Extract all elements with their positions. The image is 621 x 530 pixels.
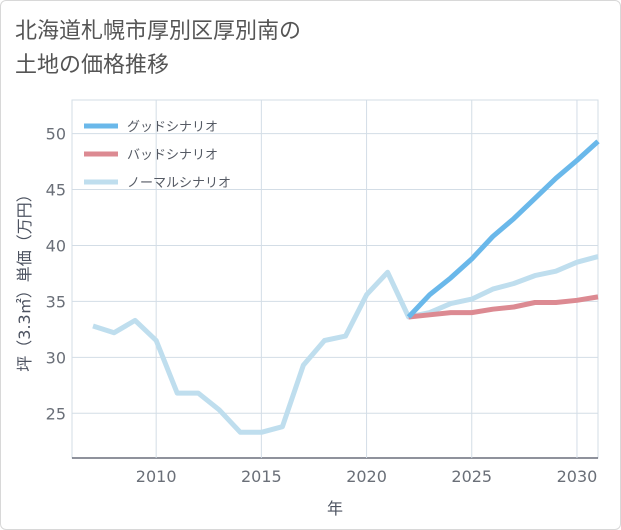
- series-line-good: [406, 139, 600, 319]
- legend-label-good: グッドシナリオ: [127, 120, 218, 135]
- x-axis-label: 年: [327, 499, 343, 518]
- y-tick-label: 25: [46, 404, 66, 423]
- series-line-normal: [92, 254, 599, 435]
- y-axis-label: 坪（3.3㎡）単価（万円）: [15, 186, 34, 371]
- chart-title: 北海道札幌市厚別区厚別南の 土地の価格推移: [15, 15, 301, 83]
- tick-labels: 2010 2015 2020 2025 2030 25 30 35 40 45 50: [46, 125, 598, 486]
- x-tick-label: 2025: [451, 467, 492, 486]
- y-tick-label: 40: [46, 236, 66, 255]
- x-tick-label: 2010: [136, 467, 177, 486]
- y-tick-label: 30: [46, 348, 66, 367]
- y-tick-label: 50: [46, 125, 66, 144]
- y-tick-label: 45: [46, 181, 66, 200]
- grid: [71, 99, 599, 459]
- x-tick-label: 2020: [346, 467, 387, 486]
- legend-label-bad: バッドシナリオ: [127, 148, 218, 163]
- series-line-bad: [408, 294, 599, 320]
- x-tick-label: 2015: [241, 467, 282, 486]
- x-tick-label: 2030: [557, 467, 598, 486]
- series-lines: [92, 139, 600, 435]
- chart-title-line-1: 北海道札幌市厚別区厚別南の: [15, 19, 302, 44]
- y-tick-label: 35: [46, 292, 66, 311]
- chart-title-line-2: 土地の価格推移: [15, 53, 170, 78]
- legend-label-normal: ノーマルシナリオ: [127, 176, 231, 191]
